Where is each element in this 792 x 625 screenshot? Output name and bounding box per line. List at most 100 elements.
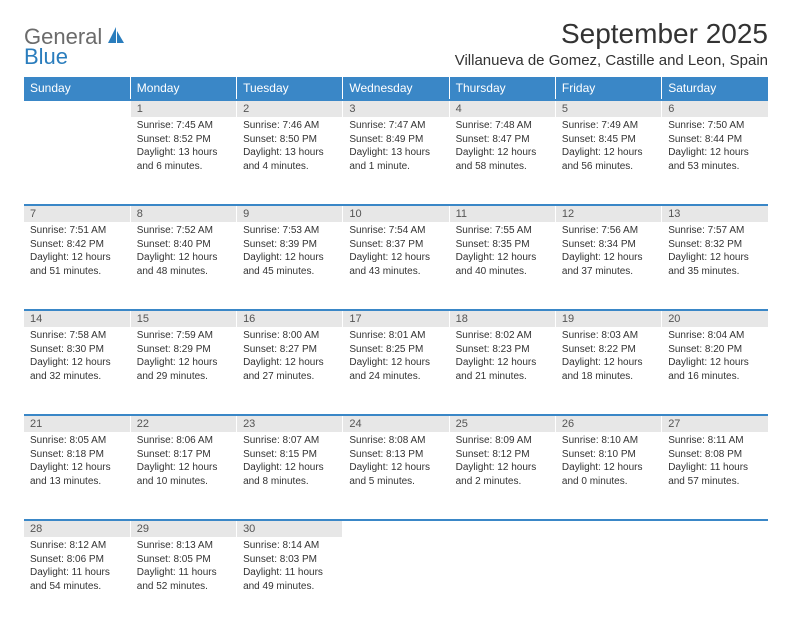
daylight-text: Daylight: 11 hours and 57 minutes. (668, 461, 762, 488)
day-number-cell: 22 (130, 415, 236, 432)
day-number-cell: 7 (24, 205, 130, 222)
daylight-text: Daylight: 12 hours and 29 minutes. (137, 356, 230, 383)
daylight-text: Daylight: 13 hours and 4 minutes. (243, 146, 336, 173)
daylight-text: Daylight: 12 hours and 8 minutes. (243, 461, 336, 488)
day-number-cell: 29 (130, 520, 236, 537)
day-number-cell: 2 (237, 100, 343, 117)
daylight-text: Daylight: 12 hours and 10 minutes. (137, 461, 230, 488)
daylight-text: Daylight: 12 hours and 16 minutes. (668, 356, 762, 383)
daylight-text: Daylight: 12 hours and 32 minutes. (30, 356, 124, 383)
day-number-cell: 6 (662, 100, 768, 117)
daylight-text: Daylight: 12 hours and 24 minutes. (349, 356, 442, 383)
sunset-text: Sunset: 8:34 PM (562, 238, 655, 252)
sunrise-text: Sunrise: 8:06 AM (137, 434, 230, 448)
sunrise-text: Sunrise: 8:04 AM (668, 329, 762, 343)
daylight-text: Daylight: 11 hours and 49 minutes. (243, 566, 336, 593)
day-number-row: 282930 (24, 520, 768, 537)
sunrise-text: Sunrise: 8:03 AM (562, 329, 655, 343)
day-number-row: 14151617181920 (24, 310, 768, 327)
day-number-cell: 26 (555, 415, 661, 432)
sunrise-text: Sunrise: 7:49 AM (562, 119, 655, 133)
weekday-monday: Monday (130, 77, 236, 100)
day-content-cell: Sunrise: 8:11 AMSunset: 8:08 PMDaylight:… (662, 432, 768, 520)
sunrise-text: Sunrise: 8:02 AM (456, 329, 549, 343)
month-title: September 2025 (455, 18, 768, 50)
sunset-text: Sunset: 8:39 PM (243, 238, 336, 252)
daylight-text: Daylight: 12 hours and 5 minutes. (349, 461, 442, 488)
daylight-text: Daylight: 12 hours and 13 minutes. (30, 461, 124, 488)
sunrise-text: Sunrise: 8:00 AM (243, 329, 336, 343)
sunset-text: Sunset: 8:50 PM (243, 133, 336, 147)
daylight-text: Daylight: 12 hours and 45 minutes. (243, 251, 336, 278)
daylight-text: Daylight: 12 hours and 43 minutes. (349, 251, 442, 278)
sunrise-text: Sunrise: 8:09 AM (456, 434, 549, 448)
sunrise-text: Sunrise: 8:05 AM (30, 434, 124, 448)
day-content-cell: Sunrise: 8:03 AMSunset: 8:22 PMDaylight:… (555, 327, 661, 415)
sunset-text: Sunset: 8:10 PM (562, 448, 655, 462)
day-content-cell: Sunrise: 7:56 AMSunset: 8:34 PMDaylight:… (555, 222, 661, 310)
day-number-cell (343, 520, 449, 537)
day-content-row: Sunrise: 7:51 AMSunset: 8:42 PMDaylight:… (24, 222, 768, 310)
day-content-cell: Sunrise: 8:04 AMSunset: 8:20 PMDaylight:… (662, 327, 768, 415)
sunset-text: Sunset: 8:25 PM (349, 343, 442, 357)
day-number-cell: 24 (343, 415, 449, 432)
weekday-thursday: Thursday (449, 77, 555, 100)
day-number-cell: 23 (237, 415, 343, 432)
sunset-text: Sunset: 8:20 PM (668, 343, 762, 357)
sunrise-text: Sunrise: 7:52 AM (137, 224, 230, 238)
sunset-text: Sunset: 8:23 PM (456, 343, 549, 357)
daylight-text: Daylight: 11 hours and 54 minutes. (30, 566, 124, 593)
sunrise-text: Sunrise: 8:10 AM (562, 434, 655, 448)
day-number-cell (555, 520, 661, 537)
day-content-cell: Sunrise: 7:49 AMSunset: 8:45 PMDaylight:… (555, 117, 661, 205)
sunset-text: Sunset: 8:40 PM (137, 238, 230, 252)
day-content-cell: Sunrise: 8:00 AMSunset: 8:27 PMDaylight:… (237, 327, 343, 415)
sunrise-text: Sunrise: 8:14 AM (243, 539, 336, 553)
sunset-text: Sunset: 8:47 PM (456, 133, 549, 147)
sunrise-text: Sunrise: 7:45 AM (137, 119, 230, 133)
day-content-cell: Sunrise: 7:52 AMSunset: 8:40 PMDaylight:… (130, 222, 236, 310)
sunset-text: Sunset: 8:49 PM (349, 133, 442, 147)
day-number-cell: 20 (662, 310, 768, 327)
day-number-cell: 28 (24, 520, 130, 537)
day-content-cell: Sunrise: 7:55 AMSunset: 8:35 PMDaylight:… (449, 222, 555, 310)
sunset-text: Sunset: 8:06 PM (30, 553, 124, 567)
daylight-text: Daylight: 13 hours and 1 minute. (349, 146, 442, 173)
day-content-cell: Sunrise: 7:58 AMSunset: 8:30 PMDaylight:… (24, 327, 130, 415)
sunset-text: Sunset: 8:27 PM (243, 343, 336, 357)
day-content-cell: Sunrise: 7:51 AMSunset: 8:42 PMDaylight:… (24, 222, 130, 310)
sunset-text: Sunset: 8:29 PM (137, 343, 230, 357)
sunrise-text: Sunrise: 7:54 AM (349, 224, 442, 238)
day-content-cell: Sunrise: 8:07 AMSunset: 8:15 PMDaylight:… (237, 432, 343, 520)
daylight-text: Daylight: 12 hours and 37 minutes. (562, 251, 655, 278)
sunrise-text: Sunrise: 7:51 AM (30, 224, 124, 238)
daylight-text: Daylight: 12 hours and 40 minutes. (456, 251, 549, 278)
sunrise-text: Sunrise: 8:12 AM (30, 539, 124, 553)
daylight-text: Daylight: 12 hours and 21 minutes. (456, 356, 549, 383)
sunset-text: Sunset: 8:05 PM (137, 553, 230, 567)
day-content-cell: Sunrise: 8:01 AMSunset: 8:25 PMDaylight:… (343, 327, 449, 415)
day-number-cell: 17 (343, 310, 449, 327)
logo-text-blue: Blue (24, 44, 68, 69)
day-content-cell: Sunrise: 8:08 AMSunset: 8:13 PMDaylight:… (343, 432, 449, 520)
day-number-cell (662, 520, 768, 537)
sunrise-text: Sunrise: 7:58 AM (30, 329, 124, 343)
day-content-cell: Sunrise: 8:10 AMSunset: 8:10 PMDaylight:… (555, 432, 661, 520)
sunset-text: Sunset: 8:44 PM (668, 133, 762, 147)
day-content-cell: Sunrise: 8:05 AMSunset: 8:18 PMDaylight:… (24, 432, 130, 520)
sunrise-text: Sunrise: 7:48 AM (456, 119, 549, 133)
day-number-cell: 27 (662, 415, 768, 432)
day-content-cell: Sunrise: 8:09 AMSunset: 8:12 PMDaylight:… (449, 432, 555, 520)
day-number-cell: 8 (130, 205, 236, 222)
day-number-cell: 15 (130, 310, 236, 327)
sunrise-text: Sunrise: 7:53 AM (243, 224, 336, 238)
day-number-cell: 13 (662, 205, 768, 222)
day-number-cell: 21 (24, 415, 130, 432)
day-number-cell: 12 (555, 205, 661, 222)
sunrise-text: Sunrise: 7:57 AM (668, 224, 762, 238)
weekday-header-row: Sunday Monday Tuesday Wednesday Thursday… (24, 77, 768, 100)
weekday-friday: Friday (555, 77, 661, 100)
day-number-row: 123456 (24, 100, 768, 117)
sunrise-text: Sunrise: 8:13 AM (137, 539, 230, 553)
calendar-table: Sunday Monday Tuesday Wednesday Thursday… (24, 77, 768, 625)
